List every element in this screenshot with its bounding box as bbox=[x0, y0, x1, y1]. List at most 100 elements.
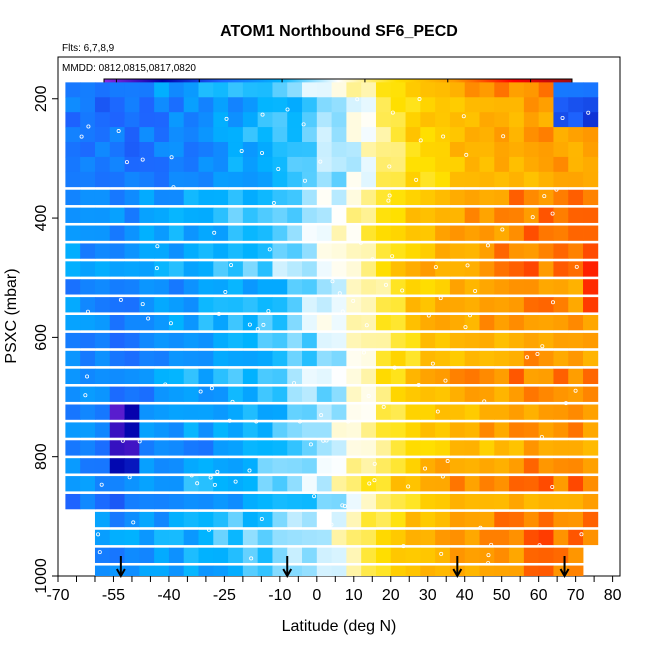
heatmap-cell bbox=[272, 127, 288, 143]
heatmap-cell bbox=[302, 565, 318, 576]
heatmap-cell bbox=[346, 386, 362, 402]
x-tick-label: 40 bbox=[456, 587, 474, 604]
heatmap-cell bbox=[420, 511, 436, 528]
sample-point-marker bbox=[97, 550, 102, 555]
heatmap-cell bbox=[449, 261, 466, 277]
heatmap-cell bbox=[242, 225, 259, 241]
heatmap-cell bbox=[583, 82, 599, 98]
heatmap-cell bbox=[568, 207, 584, 223]
heatmap-cell bbox=[94, 297, 111, 313]
heatmap-cell bbox=[168, 422, 185, 438]
heatmap-cell bbox=[154, 279, 170, 295]
heatmap-cell bbox=[331, 225, 347, 241]
sample-point-marker bbox=[189, 473, 194, 478]
heatmap-cell bbox=[361, 142, 377, 158]
heatmap-cell bbox=[124, 142, 140, 158]
heatmap-cell bbox=[375, 565, 392, 576]
heatmap-cell bbox=[464, 440, 480, 456]
heatmap-cell bbox=[139, 261, 155, 277]
heatmap-cell bbox=[213, 565, 229, 576]
heatmap-cell bbox=[346, 565, 362, 576]
heatmap-cell bbox=[94, 156, 111, 173]
heatmap-cell bbox=[405, 142, 421, 158]
heatmap-cell bbox=[213, 142, 229, 158]
heatmap-cell bbox=[183, 565, 199, 576]
heatmap-cell bbox=[139, 368, 155, 385]
sample-point-marker bbox=[486, 561, 491, 566]
heatmap-cell bbox=[390, 156, 406, 173]
heatmap-cell bbox=[538, 243, 554, 259]
heatmap-cell bbox=[405, 404, 421, 420]
arrow-head bbox=[452, 568, 463, 579]
heatmap-cell bbox=[538, 404, 554, 420]
heatmap-cell bbox=[316, 565, 333, 576]
heatmap-cell bbox=[390, 476, 406, 492]
heatmap-cell bbox=[568, 547, 584, 563]
sample-point-marker bbox=[230, 399, 235, 404]
heatmap-cell bbox=[420, 279, 436, 295]
heatmap-cell bbox=[80, 225, 96, 241]
heatmap-cell bbox=[405, 368, 421, 385]
heatmap-cell bbox=[109, 493, 125, 510]
heatmap-cell bbox=[228, 127, 244, 143]
x-tick-label: 0 bbox=[312, 587, 321, 604]
heatmap-cell bbox=[242, 458, 259, 474]
heatmap-cell bbox=[331, 97, 347, 113]
heatmap-cell bbox=[183, 142, 199, 158]
heatmap-cell bbox=[538, 112, 554, 128]
heatmap-cell bbox=[94, 565, 111, 576]
heatmap-cell bbox=[405, 127, 421, 143]
heatmap-cell bbox=[228, 350, 244, 367]
sample-point-marker bbox=[146, 316, 151, 321]
heatmap-cell bbox=[139, 404, 155, 420]
sample-point-marker bbox=[364, 323, 369, 328]
heatmap-cell bbox=[464, 422, 480, 438]
heatmap-cell bbox=[464, 315, 480, 331]
heatmap-cell bbox=[65, 156, 81, 173]
x-tick-label: 70 bbox=[567, 587, 585, 604]
heatmap-cell bbox=[80, 386, 96, 402]
heatmap-cell bbox=[538, 225, 554, 241]
heatmap-cell bbox=[420, 547, 436, 563]
heatmap-cell bbox=[553, 458, 569, 474]
heatmap-cell bbox=[316, 142, 333, 158]
heatmap-cell bbox=[375, 156, 392, 173]
heatmap-cell bbox=[94, 547, 111, 563]
heatmap-cell bbox=[420, 171, 436, 188]
sample-point-marker bbox=[384, 282, 389, 287]
sample-point-marker bbox=[406, 484, 411, 489]
heatmap-cell bbox=[464, 565, 480, 576]
heatmap-cell bbox=[361, 297, 377, 313]
heatmap-cell bbox=[331, 386, 347, 402]
heatmap-cell bbox=[139, 171, 155, 188]
heatmap-cell bbox=[479, 386, 495, 402]
heatmap-cell bbox=[479, 458, 495, 474]
arrow-head bbox=[282, 568, 293, 579]
heatmap-cell bbox=[183, 422, 199, 438]
heatmap-cell bbox=[538, 350, 554, 367]
heatmap-cell bbox=[331, 171, 347, 188]
heatmap-cell bbox=[287, 332, 303, 349]
sample-point-marker bbox=[435, 409, 440, 414]
heatmap-cell bbox=[523, 207, 540, 223]
heatmap-cell bbox=[139, 279, 155, 295]
sample-point-marker bbox=[550, 300, 555, 305]
heatmap-cell bbox=[287, 297, 303, 313]
sample-point-marker bbox=[586, 110, 591, 115]
heatmap-cell bbox=[464, 171, 480, 188]
heatmap-cell bbox=[331, 243, 347, 259]
heatmap-cell bbox=[331, 112, 347, 128]
heatmap-cell bbox=[331, 440, 347, 456]
heatmap-cell bbox=[80, 404, 96, 420]
heatmap-cell bbox=[583, 332, 599, 349]
heatmap-cell bbox=[228, 189, 244, 206]
heatmap-cell bbox=[479, 142, 495, 158]
heatmap-cell bbox=[420, 386, 436, 402]
heatmap-cell bbox=[509, 207, 525, 223]
heatmap-cell bbox=[257, 189, 273, 206]
heatmap-cell bbox=[257, 529, 273, 546]
heatmap-cell bbox=[109, 422, 125, 438]
heatmap-cell bbox=[523, 112, 540, 128]
heatmap-cell bbox=[435, 207, 451, 223]
heatmap-cell bbox=[553, 142, 569, 158]
